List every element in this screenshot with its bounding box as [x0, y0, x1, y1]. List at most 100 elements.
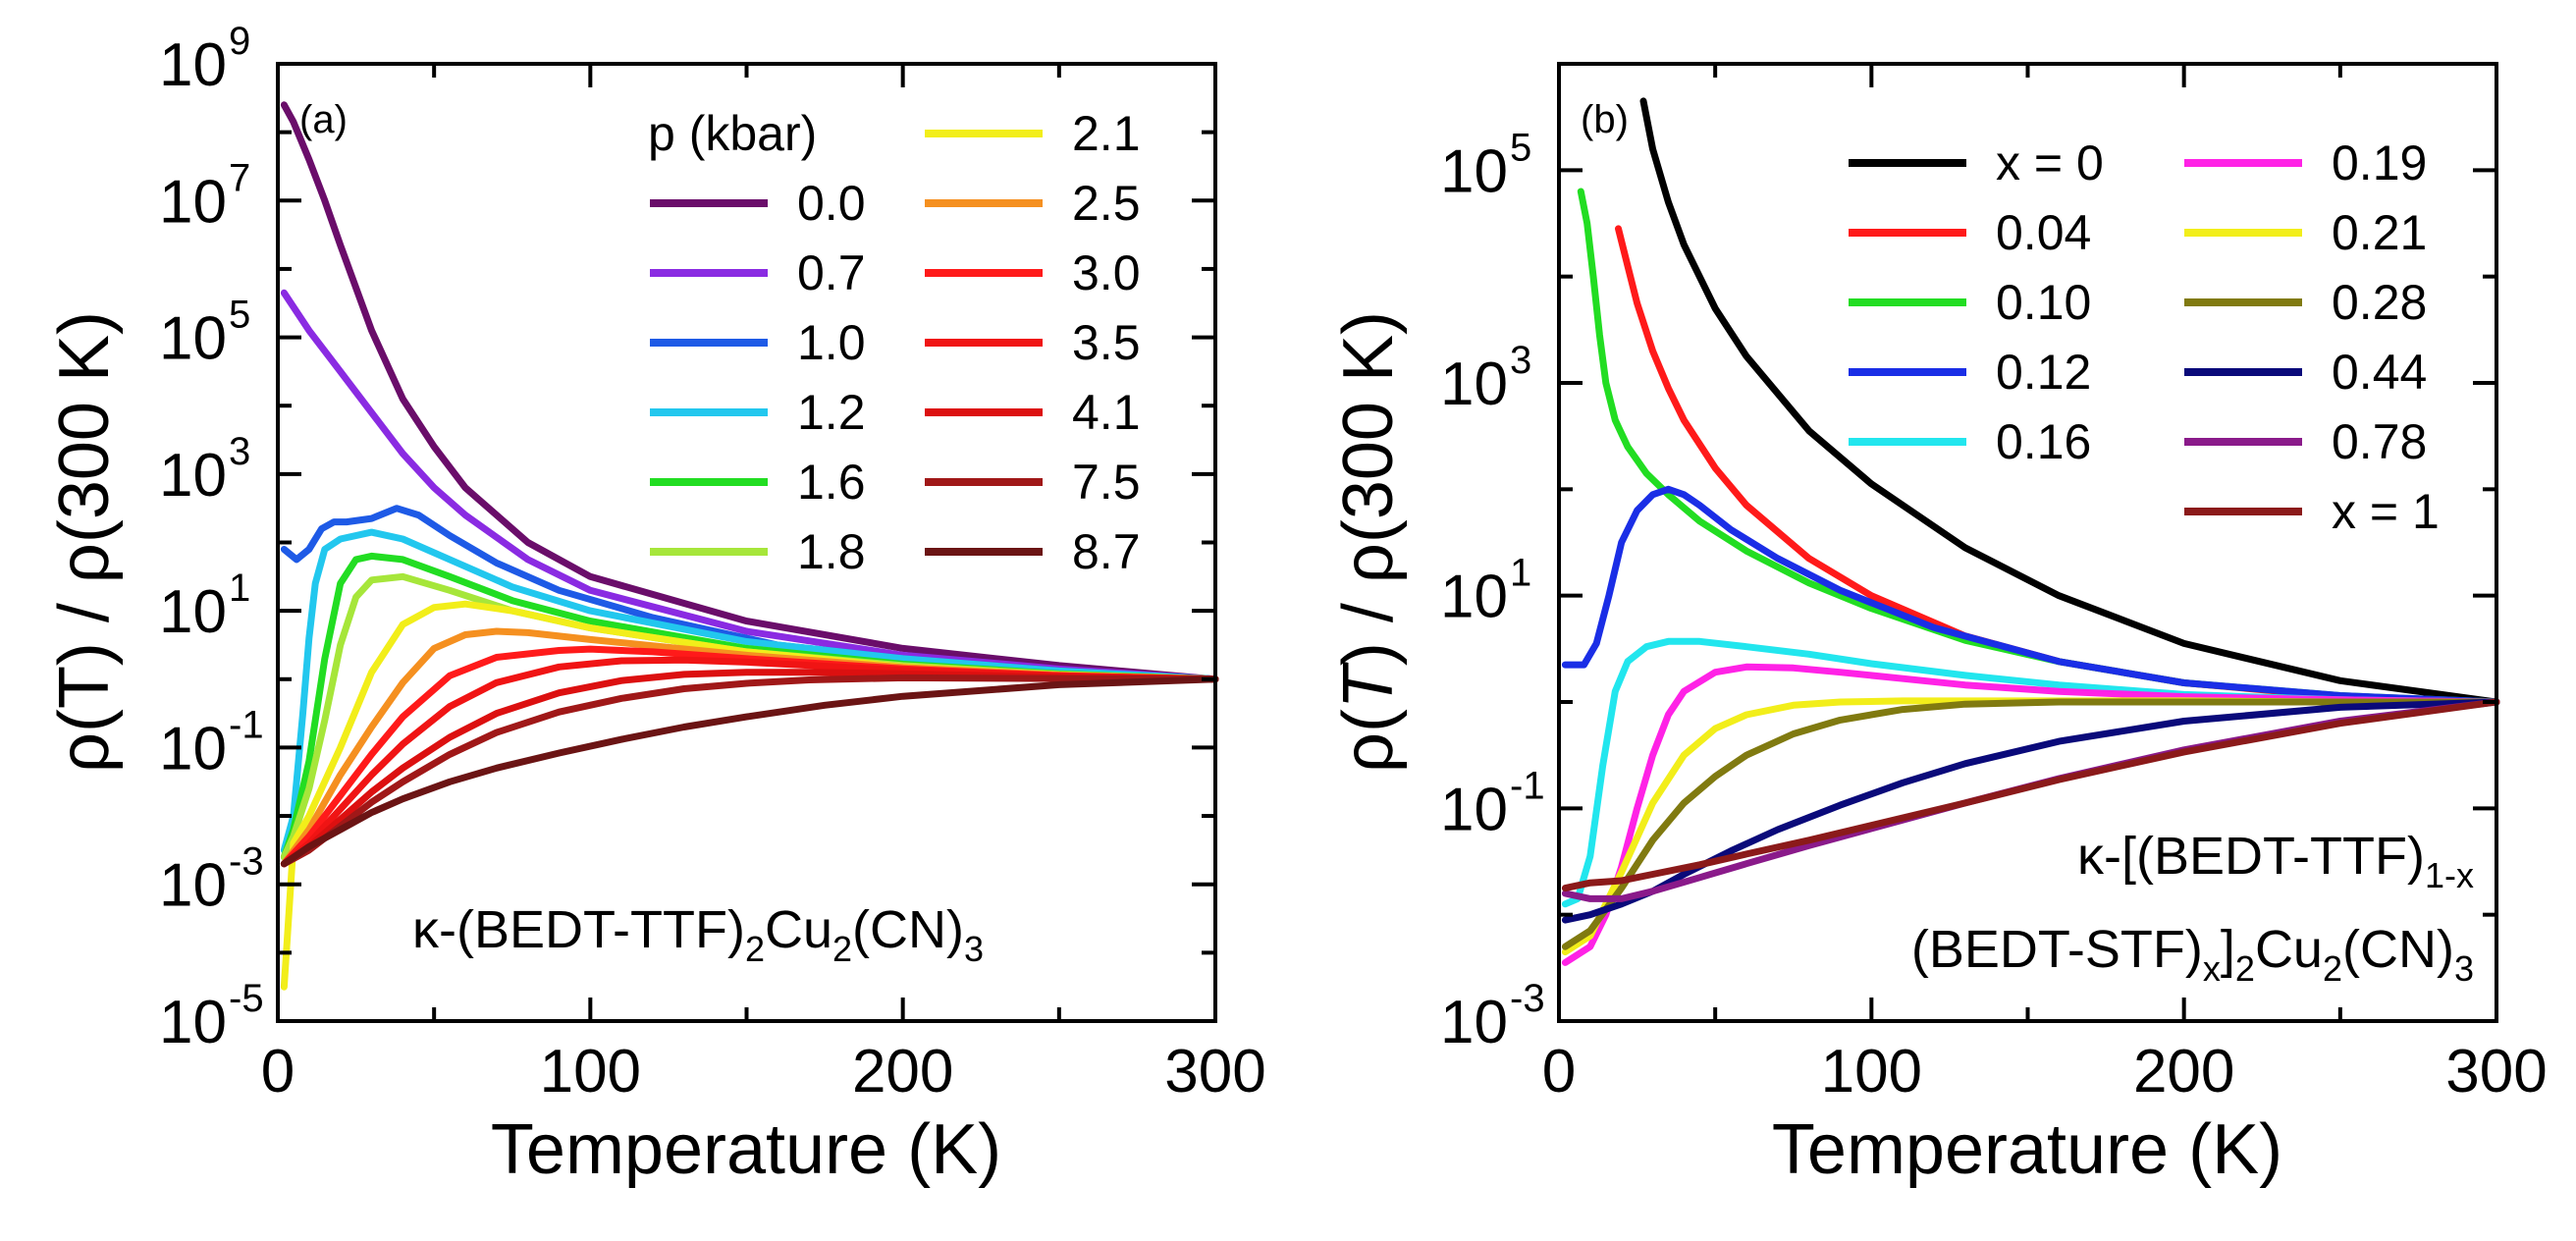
- y-tick-label: 10: [159, 442, 227, 510]
- x-tick-label: 0: [1542, 1038, 1576, 1106]
- legend-entry: 0.21: [2332, 205, 2427, 260]
- x-tick-label: 100: [1821, 1038, 1922, 1106]
- legend-entry: 8.7: [1072, 524, 1141, 579]
- y-tick-exponent: 1: [229, 567, 250, 610]
- x-tick-label: 100: [540, 1038, 641, 1106]
- y-tick-label: 10: [1440, 137, 1508, 205]
- x-tick-label: 0: [261, 1038, 295, 1106]
- panel-a-series: [280, 101, 1219, 991]
- y-tick-label: 10: [159, 852, 227, 920]
- legend-title: p (kbar): [648, 106, 817, 161]
- legend-entry: 3.0: [1072, 245, 1141, 300]
- formula-sub: 2: [2323, 948, 2342, 989]
- legend-entry: 0.04: [1996, 205, 2091, 260]
- y-tick-exponent: 9: [229, 20, 250, 63]
- y-tick-label: 10: [159, 168, 227, 236]
- y-tick-label: 10: [1440, 351, 1508, 418]
- series-line-16: [280, 552, 1219, 861]
- panel-a-label: (a): [299, 98, 348, 141]
- series-line-x1: [1561, 698, 2500, 892]
- y-title-italic-part: T: [1329, 661, 1408, 709]
- legend-entry: 0.12: [1996, 345, 2091, 400]
- formula-part: κ-[(BEDT-TTF): [2077, 827, 2425, 886]
- legend-entry: 0.28: [2332, 275, 2427, 330]
- legend-entry: 1.8: [797, 524, 866, 579]
- panel-b-formula-line1: κ-[(BEDT-TTF)1-x: [2077, 827, 2474, 895]
- formula-sub: 3: [964, 929, 984, 969]
- formula-sub: 1-x: [2425, 855, 2474, 895]
- formula-sub: 3: [2454, 948, 2474, 989]
- legend-entry: 0.78: [2332, 414, 2427, 469]
- formula-sub: 2: [2235, 948, 2255, 989]
- legend-entry: 3.5: [1072, 315, 1141, 370]
- y-tick-exponent: 3: [229, 430, 250, 473]
- y-tick-exponent: 7: [229, 156, 250, 199]
- legend-entry: x = 0: [1996, 135, 2104, 190]
- panel-b-series: [1561, 97, 2500, 966]
- x-tick-label: 200: [2133, 1038, 2234, 1106]
- y-title-part: ) / ρ(300 K): [1329, 311, 1408, 666]
- panel-b-formula-line2: (BEDT-STF)x]2Cu2(CN)3: [1911, 920, 2474, 989]
- x-tick-label: 300: [1164, 1038, 1265, 1106]
- panel-b-y-axis-title: ρ(T) / ρ(300 K): [1329, 311, 1408, 773]
- y-tick-exponent: -1: [229, 703, 264, 746]
- y-tick-exponent: 5: [229, 294, 250, 337]
- legend-entry: 1.2: [797, 385, 866, 440]
- y-tick-exponent: 1: [1510, 552, 1531, 595]
- formula-part: (BEDT-STF): [1911, 920, 2203, 979]
- series-line-75: [280, 674, 1219, 868]
- legend-entry: 0.19: [2332, 135, 2427, 190]
- panel-a-formula: κ-(BEDT-TTF)2Cu2(CN)3: [412, 900, 984, 969]
- y-tick-exponent: -1: [1510, 764, 1545, 807]
- formula-part: κ-(BEDT-TTF): [412, 900, 745, 959]
- legend-entry: 4.1: [1072, 385, 1141, 440]
- y-tick-label: 10: [159, 989, 227, 1056]
- formula-sub: 2: [745, 929, 765, 969]
- y-title-part: ρ(: [1329, 709, 1408, 773]
- legend-entry: 0.44: [2332, 345, 2427, 400]
- formula-sub: 2: [832, 929, 852, 969]
- legend-entry: 7.5: [1072, 455, 1141, 510]
- formula-part: Cu: [765, 900, 832, 959]
- panel-a-legend: p (kbar) 0.0 0.7 1.0 1.2 1.6 1.8 2.1 2.5 3.0 3.5 4.…: [648, 106, 1141, 579]
- series-line-028: [1561, 698, 2500, 950]
- formula-part: (CN): [2342, 920, 2454, 979]
- x-tick-label: 200: [852, 1038, 953, 1106]
- formula-sub: x: [2203, 948, 2221, 989]
- y-tick-label: 10: [159, 31, 227, 99]
- series-line-12: [280, 528, 1219, 854]
- y-tick-label: 10: [159, 715, 227, 782]
- legend-entry: 1.0: [797, 315, 866, 370]
- legend-entry: x = 1: [2332, 484, 2440, 539]
- panel-a-x-axis-title: Temperature (K): [491, 1110, 1001, 1189]
- series-line-016: [1561, 637, 2500, 908]
- legend-entry: 0.7: [797, 245, 866, 300]
- series-line-87: [280, 675, 1219, 868]
- series-line-00: [280, 101, 1219, 683]
- y-tick-exponent: -3: [1510, 977, 1545, 1020]
- formula-part: (CN): [852, 900, 964, 959]
- legend-entry: 1.6: [797, 455, 866, 510]
- legend-entry: 2.5: [1072, 176, 1141, 231]
- series-line-35: [280, 656, 1219, 868]
- series-line-044: [1561, 698, 2500, 924]
- y-tick-exponent: 3: [1510, 339, 1531, 382]
- y-tick-exponent: 5: [1510, 126, 1531, 169]
- formula-part: Cu: [2255, 920, 2323, 979]
- y-tick-label: 10: [1440, 776, 1508, 843]
- legend-entry: 0.10: [1996, 275, 2091, 330]
- series-line-x0: [1639, 97, 2500, 706]
- y-tick-label: 10: [159, 578, 227, 646]
- panel-b-x-axis-title: Temperature (K): [1772, 1110, 2282, 1189]
- panel-b-label: (b): [1581, 98, 1629, 141]
- panel-b-legend: x = 0 0.04 0.10 0.12 0.16 0.19 0.21 0.28 0.44 0.7…: [1849, 135, 2440, 539]
- x-tick-label: 300: [2445, 1038, 2547, 1106]
- legend-entry: 0.0: [797, 176, 866, 231]
- y-tick-label: 10: [1440, 564, 1508, 631]
- legend-entry: 2.1: [1072, 106, 1141, 161]
